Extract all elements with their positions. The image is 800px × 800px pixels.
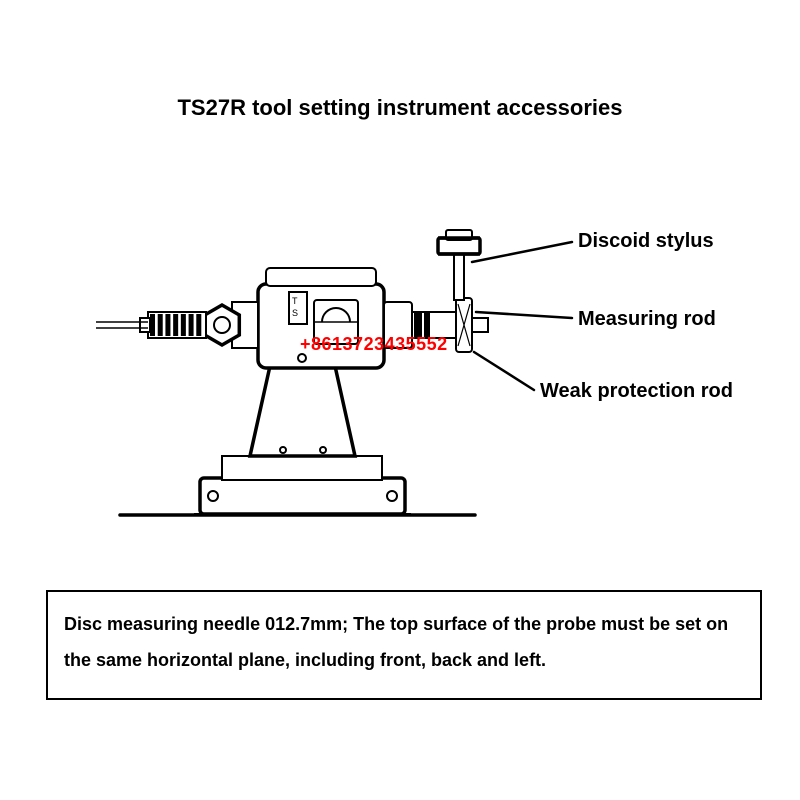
label-discoid-stylus: Discoid stylus (578, 230, 714, 253)
description-box: Disc measuring needle 012.7mm; The top s… (46, 590, 762, 700)
description-line-2: the same horizontal plane, including fro… (64, 642, 744, 678)
description-line-1: Disc measuring needle 012.7mm; The top s… (64, 606, 744, 642)
label-weak-protection-rod: Weak protection rod (540, 380, 733, 403)
svg-text:S: S (292, 308, 298, 318)
svg-text:T: T (292, 296, 298, 306)
diagram-canvas: TS27R tool setting instrument accessorie… (0, 0, 800, 800)
label-measuring-rod: Measuring rod (578, 308, 716, 331)
